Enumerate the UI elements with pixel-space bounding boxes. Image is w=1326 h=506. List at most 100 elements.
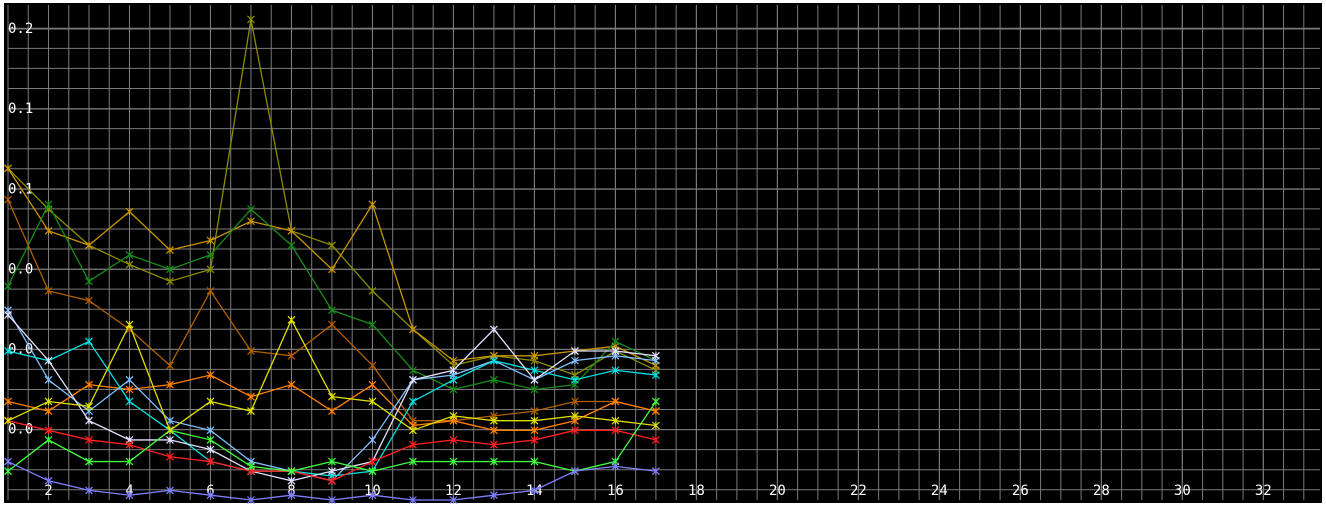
point-marker <box>85 380 93 389</box>
point-marker <box>125 207 134 216</box>
point-marker <box>287 476 296 485</box>
point-marker <box>206 250 215 259</box>
point-marker <box>651 436 660 444</box>
point-marker <box>125 397 134 406</box>
plot-background <box>4 3 1322 503</box>
point-marker <box>4 397 12 406</box>
x-tick-label: 8 <box>287 483 295 499</box>
point-marker <box>247 15 255 24</box>
point-marker <box>449 385 458 394</box>
point-marker <box>44 476 53 485</box>
point-marker <box>570 356 579 365</box>
x-tick-label: 16 <box>607 483 624 499</box>
point-marker <box>530 351 539 360</box>
point-marker <box>368 467 377 476</box>
point-marker <box>287 241 296 250</box>
point-marker <box>651 351 660 360</box>
point-marker <box>247 205 255 214</box>
x-tick-label: 20 <box>769 483 786 499</box>
point-marker <box>570 411 579 420</box>
point-marker <box>166 265 174 274</box>
point-marker <box>206 265 215 274</box>
point-marker <box>206 457 215 466</box>
point-marker <box>328 407 336 416</box>
point-marker <box>328 392 336 401</box>
point-marker <box>287 315 296 324</box>
point-marker <box>206 236 215 245</box>
point-marker <box>166 246 174 255</box>
point-marker <box>4 347 12 355</box>
point-marker <box>44 287 53 295</box>
point-marker <box>85 402 93 411</box>
point-marker <box>570 375 579 384</box>
point-marker <box>85 436 93 444</box>
point-marker <box>651 467 660 476</box>
point-marker <box>85 337 93 346</box>
point-marker <box>4 195 12 204</box>
point-marker <box>287 226 296 235</box>
point-marker <box>125 440 134 449</box>
point-marker <box>328 265 336 274</box>
point-marker <box>449 411 458 420</box>
point-marker <box>328 241 336 250</box>
x-tick-label: 28 <box>1093 483 1110 499</box>
x-tick-label: 26 <box>1012 483 1029 499</box>
point-marker <box>85 486 93 495</box>
point-marker <box>368 200 377 209</box>
y-tick-label: 0.1 <box>8 181 33 197</box>
point-marker <box>206 445 215 454</box>
point-marker <box>287 467 296 476</box>
grid <box>7 5 1320 500</box>
point-marker <box>247 407 255 416</box>
point-marker <box>368 320 377 329</box>
point-marker <box>530 416 539 425</box>
point-marker <box>368 361 377 370</box>
point-marker <box>4 457 12 466</box>
point-marker <box>651 371 660 379</box>
point-marker <box>125 375 134 384</box>
x-tick-label: 22 <box>850 483 867 499</box>
point-marker <box>449 496 458 504</box>
point-marker <box>247 462 255 471</box>
x-tick-label: 24 <box>931 483 948 499</box>
point-marker <box>530 436 539 444</box>
point-marker <box>328 496 336 504</box>
point-marker <box>166 380 174 389</box>
point-marker <box>44 200 53 209</box>
point-marker <box>206 371 215 379</box>
point-marker <box>409 496 417 504</box>
point-marker <box>449 457 458 466</box>
point-marker <box>449 375 458 384</box>
x-tick-label: 4 <box>125 483 133 499</box>
point-marker <box>490 356 498 365</box>
x-tick-label: 6 <box>206 483 214 499</box>
point-marker <box>166 426 174 435</box>
point-marker <box>125 320 134 329</box>
point-marker <box>85 241 93 250</box>
point-marker <box>206 426 215 435</box>
point-marker <box>570 347 579 355</box>
point-marker <box>85 457 93 466</box>
point-marker <box>328 467 336 476</box>
point-marker <box>4 311 12 319</box>
point-marker <box>44 436 53 444</box>
point-marker <box>570 467 579 476</box>
point-marker <box>611 462 620 471</box>
y-tick-label: 0.2 <box>8 21 33 37</box>
point-marker <box>206 287 215 295</box>
point-marker <box>651 397 660 406</box>
point-marker <box>449 356 458 365</box>
point-marker <box>449 436 458 444</box>
point-marker <box>409 325 417 334</box>
x-tick-label: 2 <box>44 483 52 499</box>
point-marker <box>166 277 174 286</box>
point-marker <box>247 392 255 401</box>
point-marker <box>247 347 255 355</box>
point-marker <box>368 287 377 295</box>
x-tick-label: 12 <box>445 483 462 499</box>
point-marker <box>85 416 93 425</box>
point-marker <box>4 416 12 425</box>
point-marker <box>125 250 134 259</box>
point-marker <box>287 491 296 500</box>
